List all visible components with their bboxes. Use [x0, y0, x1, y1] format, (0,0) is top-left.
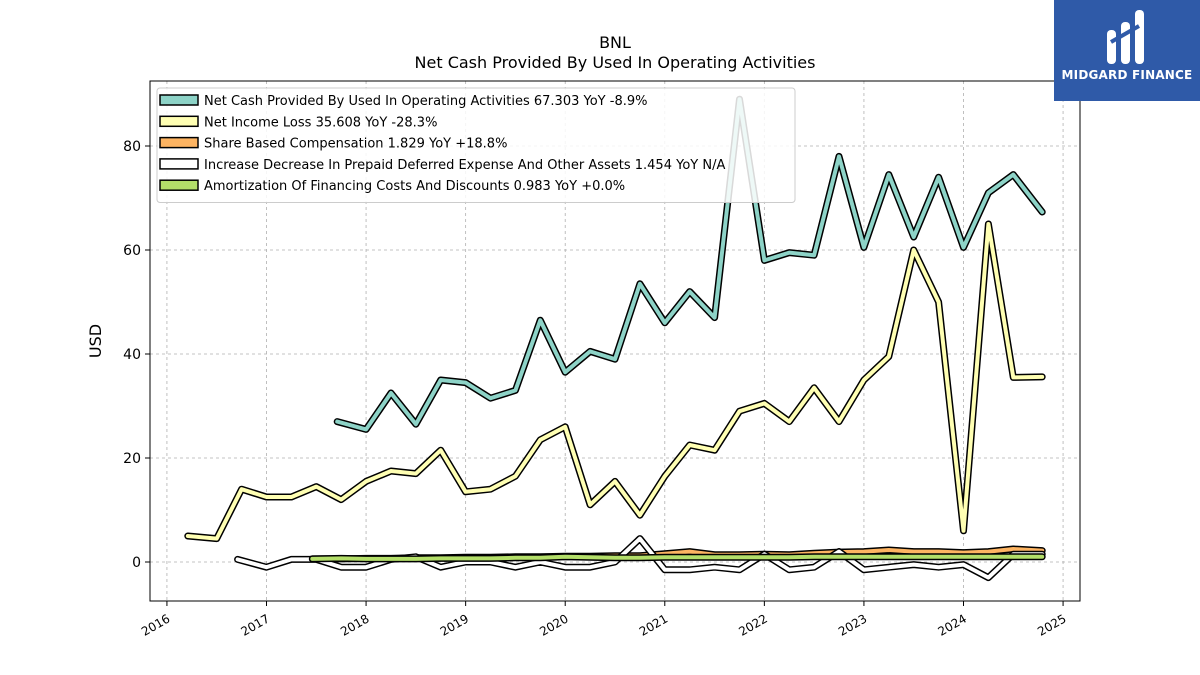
legend-label: Increase Decrease In Prepaid Deferred Ex… [204, 158, 725, 173]
x-tick-label: 2017 [239, 611, 272, 638]
legend-item[interactable]: Increase Decrease In Prepaid Deferred Ex… [159, 158, 725, 173]
brand-name: MIDGARD FINANCE [1061, 68, 1193, 82]
legend-item[interactable]: Net Cash Provided By Used In Operating A… [159, 94, 647, 109]
legend-swatch [159, 136, 199, 149]
midgard-logo-icon [1107, 10, 1144, 64]
legend-swatch [159, 179, 199, 191]
series-line [310, 554, 1045, 561]
legend-label: Share Based Compensation 1.829 YoY +18.8… [204, 137, 507, 152]
plot-frame [149, 80, 1081, 602]
series-outline [184, 220, 1046, 543]
y-tick-label: 60 [123, 243, 141, 259]
legend-label: Net Income Loss 35.608 YoY -28.3% [204, 115, 437, 130]
legend-swatch [159, 158, 199, 170]
x-tick-label: 2022 [736, 611, 769, 638]
series-1 [184, 220, 1046, 543]
x-tick-label: 2016 [139, 611, 172, 638]
x-tick-label: 2024 [936, 611, 969, 638]
x-tick-label: 2020 [537, 611, 570, 638]
legend-swatch [159, 115, 199, 128]
legend[interactable]: Net Cash Provided By Used In Operating A… [156, 87, 796, 203]
y-axis-label: USD [86, 324, 105, 358]
brand-logo: MIDGARD FINANCE [1054, 0, 1200, 101]
y-tick-label: 20 [123, 451, 141, 467]
x-tick-label: 2023 [836, 611, 869, 638]
x-tick-label: 2018 [338, 611, 371, 638]
chart-title: BNL [599, 33, 631, 52]
y-tick-label: 0 [132, 555, 141, 571]
series-line [185, 222, 1045, 541]
legend-item[interactable]: Share Based Compensation 1.829 YoY +18.8… [159, 136, 507, 152]
series-line [235, 536, 1045, 580]
y-tick-label: 80 [123, 139, 141, 155]
legend-item[interactable]: Amortization Of Financing Costs And Disc… [159, 179, 625, 194]
y-tick-label: 40 [123, 347, 141, 363]
x-tick-label: 2021 [637, 611, 670, 638]
series-4 [308, 553, 1046, 563]
legend-item[interactable]: Net Income Loss 35.608 YoY -28.3% [159, 115, 437, 130]
x-tick-label: 2025 [1035, 611, 1068, 638]
legend-label: Amortization Of Financing Costs And Disc… [204, 179, 625, 194]
series-3 [234, 535, 1046, 582]
legend-swatch [159, 94, 199, 106]
chart-subtitle: Net Cash Provided By Used In Operating A… [415, 53, 816, 72]
series-0 [333, 95, 1046, 433]
x-tick-label: 2019 [438, 611, 471, 638]
legend-box [156, 87, 796, 203]
legend-label: Net Cash Provided By Used In Operating A… [204, 94, 647, 109]
series-layer [184, 95, 1046, 582]
series-line [335, 97, 1045, 432]
